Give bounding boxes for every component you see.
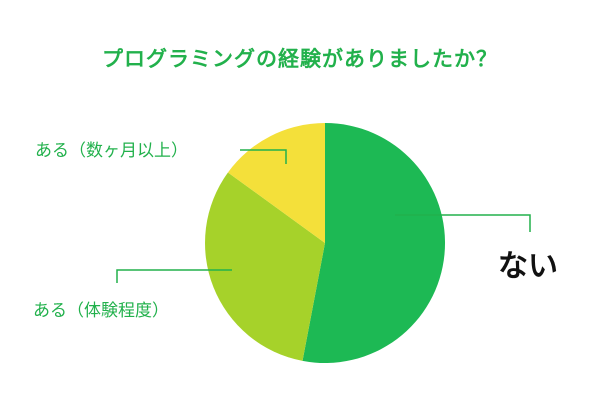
- pie-slice-1: [205, 172, 325, 361]
- leader-line-1: [116, 269, 232, 283]
- slice-label-taiken: ある（体験程度）: [33, 301, 169, 321]
- slice-label-nai: ない: [498, 249, 558, 284]
- chart-title: プログラミングの経験がありましたか？: [102, 47, 498, 71]
- pie-slice-0: [302, 123, 446, 363]
- leader-line-2: [240, 149, 287, 164]
- pie-slice-2: [227, 123, 325, 243]
- slice-label-sukagetsu: ある（数ヶ月以上）: [35, 141, 188, 161]
- leader-line-0: [395, 214, 531, 232]
